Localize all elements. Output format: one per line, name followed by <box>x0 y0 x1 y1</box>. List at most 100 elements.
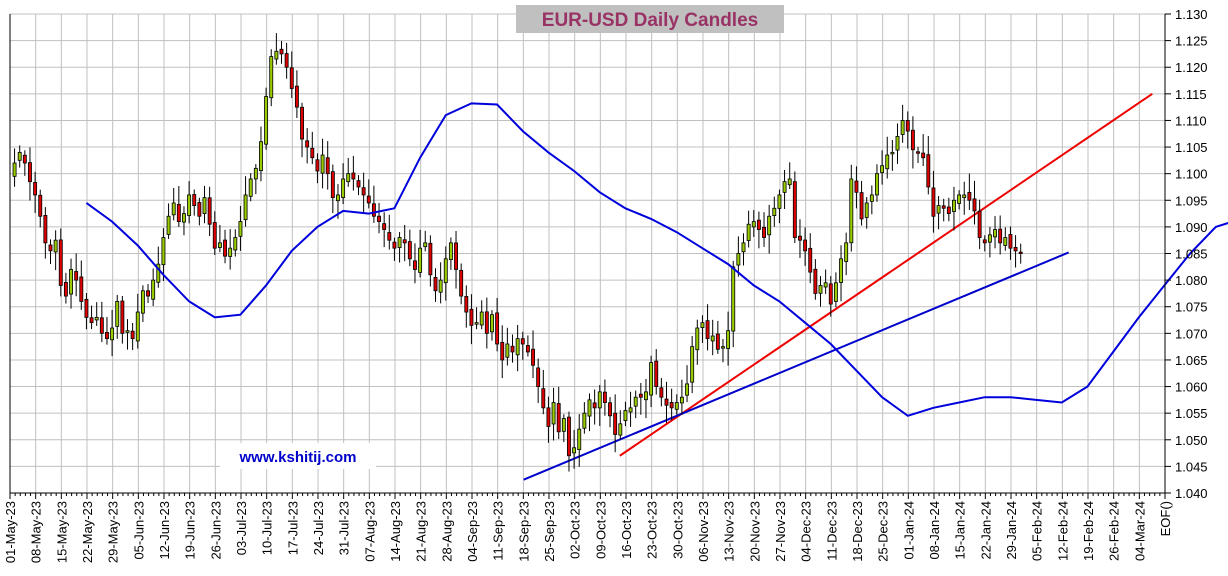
y-tick-label: 1.040 <box>1175 486 1208 501</box>
candle-up <box>710 335 715 342</box>
candle-up <box>1003 237 1008 246</box>
x-tick-label: 12-Jun-23 <box>157 501 172 560</box>
candle-up <box>885 154 890 170</box>
candle-up <box>844 242 849 262</box>
y-tick-label: 1.065 <box>1175 353 1208 368</box>
y-tick-label: 1.105 <box>1175 140 1208 155</box>
candle-down <box>803 239 808 252</box>
candle-down <box>813 268 818 294</box>
candle-down <box>756 219 761 230</box>
candle-up <box>166 215 171 235</box>
candle-down <box>941 205 946 209</box>
candle-down <box>300 106 304 140</box>
candle-down <box>469 308 474 326</box>
candle-up <box>479 311 484 326</box>
candle-up <box>187 194 192 216</box>
x-tick-label: 26-Feb-24 <box>1107 501 1122 561</box>
candle-up <box>864 202 869 218</box>
candle-up <box>135 311 140 342</box>
x-tick-label: EOF() <box>1158 501 1173 536</box>
x-tick-label: 22-May-23 <box>80 501 95 563</box>
y-tick-label: 1.055 <box>1175 406 1208 421</box>
candle-down <box>762 227 766 238</box>
candle-down <box>428 242 433 276</box>
watermark-background <box>220 443 376 469</box>
candle-down <box>931 187 936 217</box>
candle-down <box>592 402 597 409</box>
candle-up <box>597 391 602 409</box>
x-tick-label: 04-Dec-23 <box>799 501 814 562</box>
candle-down <box>207 197 212 225</box>
y-tick-label: 1.110 <box>1175 113 1207 128</box>
candle-up <box>587 399 592 417</box>
y-tick-label: 1.100 <box>1175 167 1208 182</box>
candle-down <box>130 330 135 340</box>
candle-down <box>279 48 284 55</box>
candle-up <box>248 178 253 197</box>
candle-up <box>849 178 854 244</box>
candle-down <box>305 140 310 148</box>
x-tick-label: 31-Jul-23 <box>337 501 352 555</box>
candle-up <box>875 173 879 196</box>
candle-up <box>346 173 351 183</box>
x-tick-label: 03-Jul-23 <box>234 501 249 555</box>
y-tick-label: 1.120 <box>1175 60 1208 75</box>
y-tick-label: 1.125 <box>1175 34 1208 49</box>
x-tick-label: 29-May-23 <box>106 501 121 563</box>
candle-down <box>638 393 643 398</box>
candle-up <box>397 237 402 248</box>
x-tick-label: 10-Jul-23 <box>260 501 275 555</box>
x-tick-label: 25-Dec-23 <box>876 501 891 562</box>
candle-down <box>192 194 197 206</box>
candle-down <box>982 239 987 244</box>
candle-down <box>536 367 541 387</box>
candle-down <box>905 120 910 132</box>
candle-down <box>1018 251 1023 254</box>
candle-up <box>869 194 874 202</box>
x-axis-ticks: 01-May-23 08-May-23 15-May-23 22-May-23 29-M… <box>3 493 1173 563</box>
candle-up <box>577 428 582 451</box>
candle-down <box>715 333 720 350</box>
y-tick-label: 1.070 <box>1175 326 1208 341</box>
candle-up <box>274 50 279 60</box>
candle-down <box>792 181 797 238</box>
candle-down <box>454 242 458 270</box>
candle-up <box>823 282 828 288</box>
x-tick-label: 06-Nov-23 <box>696 501 711 562</box>
x-tick-label: 08-Jan-24 <box>927 501 942 560</box>
chart-title: EUR-USD Daily Candles <box>542 10 758 31</box>
candle-up <box>94 316 99 321</box>
candle-up <box>259 141 263 172</box>
x-tick-label: 25-Sep-23 <box>542 501 557 562</box>
candle-down <box>33 182 38 196</box>
candle-up <box>957 194 962 204</box>
candle-down <box>433 277 438 292</box>
candle-down <box>284 53 289 68</box>
candle-down <box>58 239 63 286</box>
x-tick-label: 13-Nov-23 <box>722 501 737 562</box>
candle-up <box>341 178 346 198</box>
candle-up <box>515 338 520 356</box>
candle-down <box>79 276 84 302</box>
candle-up <box>644 391 648 401</box>
x-tick-label: 01-May-23 <box>3 501 18 563</box>
candle-down <box>146 290 150 297</box>
y-axis-ticks: 1.040 1.045 1.050 1.055 1.060 1.065 1.070 1.075… <box>1165 7 1208 501</box>
candle-up <box>253 167 258 180</box>
candle-down <box>608 402 612 417</box>
x-tick-label: 11-Sep-23 <box>491 501 506 561</box>
candle-down <box>120 300 125 334</box>
candle-down <box>74 271 79 281</box>
candle-up <box>952 199 956 212</box>
candle-up <box>448 242 453 261</box>
candle-up <box>418 247 423 273</box>
candle-up <box>772 207 777 216</box>
candle-up <box>633 396 638 407</box>
candle-up <box>890 151 895 155</box>
candle-down <box>464 296 469 313</box>
candle-down <box>407 241 412 260</box>
x-tick-label: 02-Oct-23 <box>568 501 583 559</box>
candle-down <box>1008 234 1013 249</box>
candle-up <box>777 194 782 209</box>
